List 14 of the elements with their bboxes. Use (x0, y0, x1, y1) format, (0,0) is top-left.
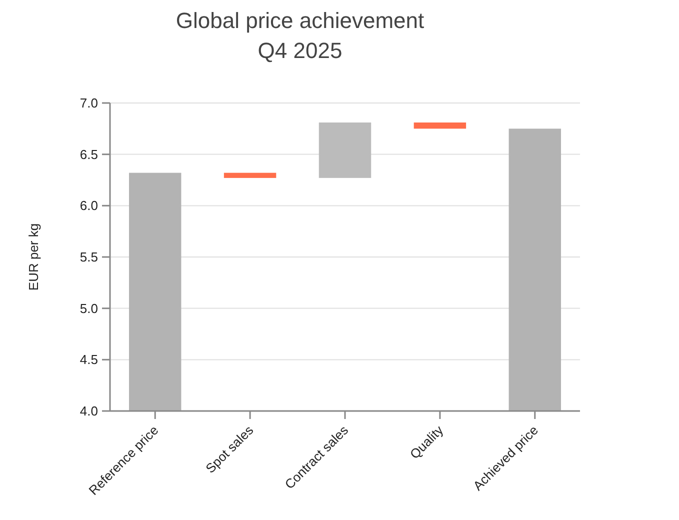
y-tick-label: 4.0 (80, 404, 98, 419)
y-tick-label: 5.0 (80, 300, 98, 316)
bar (224, 172, 276, 178)
bar (128, 172, 182, 411)
y-tick-label: 5.5 (80, 250, 98, 265)
bar (508, 128, 562, 411)
bar (414, 122, 466, 129)
chart-title: Global price achievement Q4 2025 (176, 8, 424, 63)
y-tick-label: 4.5 (80, 352, 98, 368)
y-axis-title: EUR per kg (26, 223, 41, 291)
bar (318, 122, 372, 178)
y-tick-label: 6.0 (80, 198, 98, 214)
y-tick-label: 7.0 (80, 96, 98, 111)
y-tick-label: 6.5 (80, 146, 98, 162)
